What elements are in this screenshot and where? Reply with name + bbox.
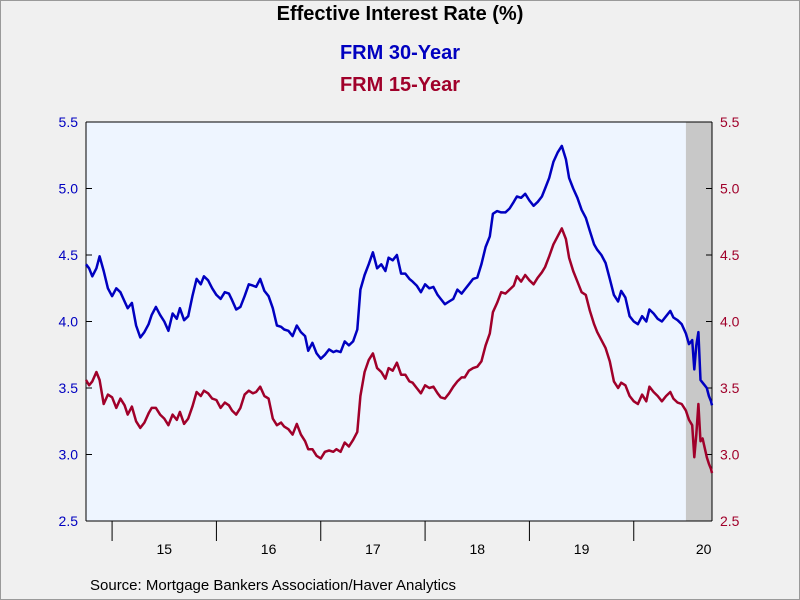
y-tick-label-left: 3.5 [59, 380, 79, 396]
legend-frm-15-year: FRM 15-Year [339, 74, 461, 96]
legend-frm-30-year: FRM 30-Year [339, 42, 461, 64]
y-tick-label-right: 4.0 [720, 314, 740, 330]
y-tick-label-left: 3.0 [59, 447, 79, 463]
x-tick-label: 20 [696, 541, 712, 557]
x-tick-label: 16 [261, 541, 277, 557]
y-tick-label-right: 5.0 [720, 181, 740, 197]
plot-area [86, 122, 712, 521]
x-tick-label: 18 [469, 541, 485, 557]
y-tick-label-left: 4.5 [59, 247, 79, 263]
y-tick-label-left: 2.5 [59, 513, 79, 529]
y-tick-label-right: 4.5 [720, 247, 740, 263]
y-tick-label-left: 5.0 [59, 181, 79, 197]
series-line-frm-30-year [85, 144, 714, 406]
x-tick-label: 15 [156, 541, 172, 557]
y-tick-label-right: 3.0 [720, 447, 740, 463]
x-tick-label: 19 [574, 541, 590, 557]
y-tick-label-left: 5.5 [59, 114, 79, 130]
y-tick-label-left: 4.0 [59, 314, 79, 330]
y-tick-label-right: 5.5 [720, 114, 740, 130]
chart-title: Effective Interest Rate (%) [276, 3, 524, 25]
series-line-frm-15-year [84, 227, 714, 474]
source-note: Source: Mortgage Bankers Association/Hav… [90, 577, 457, 594]
y-tick-label-right: 3.5 [720, 380, 740, 396]
y-tick-label-right: 2.5 [720, 513, 740, 529]
x-tick-label: 17 [365, 541, 381, 557]
